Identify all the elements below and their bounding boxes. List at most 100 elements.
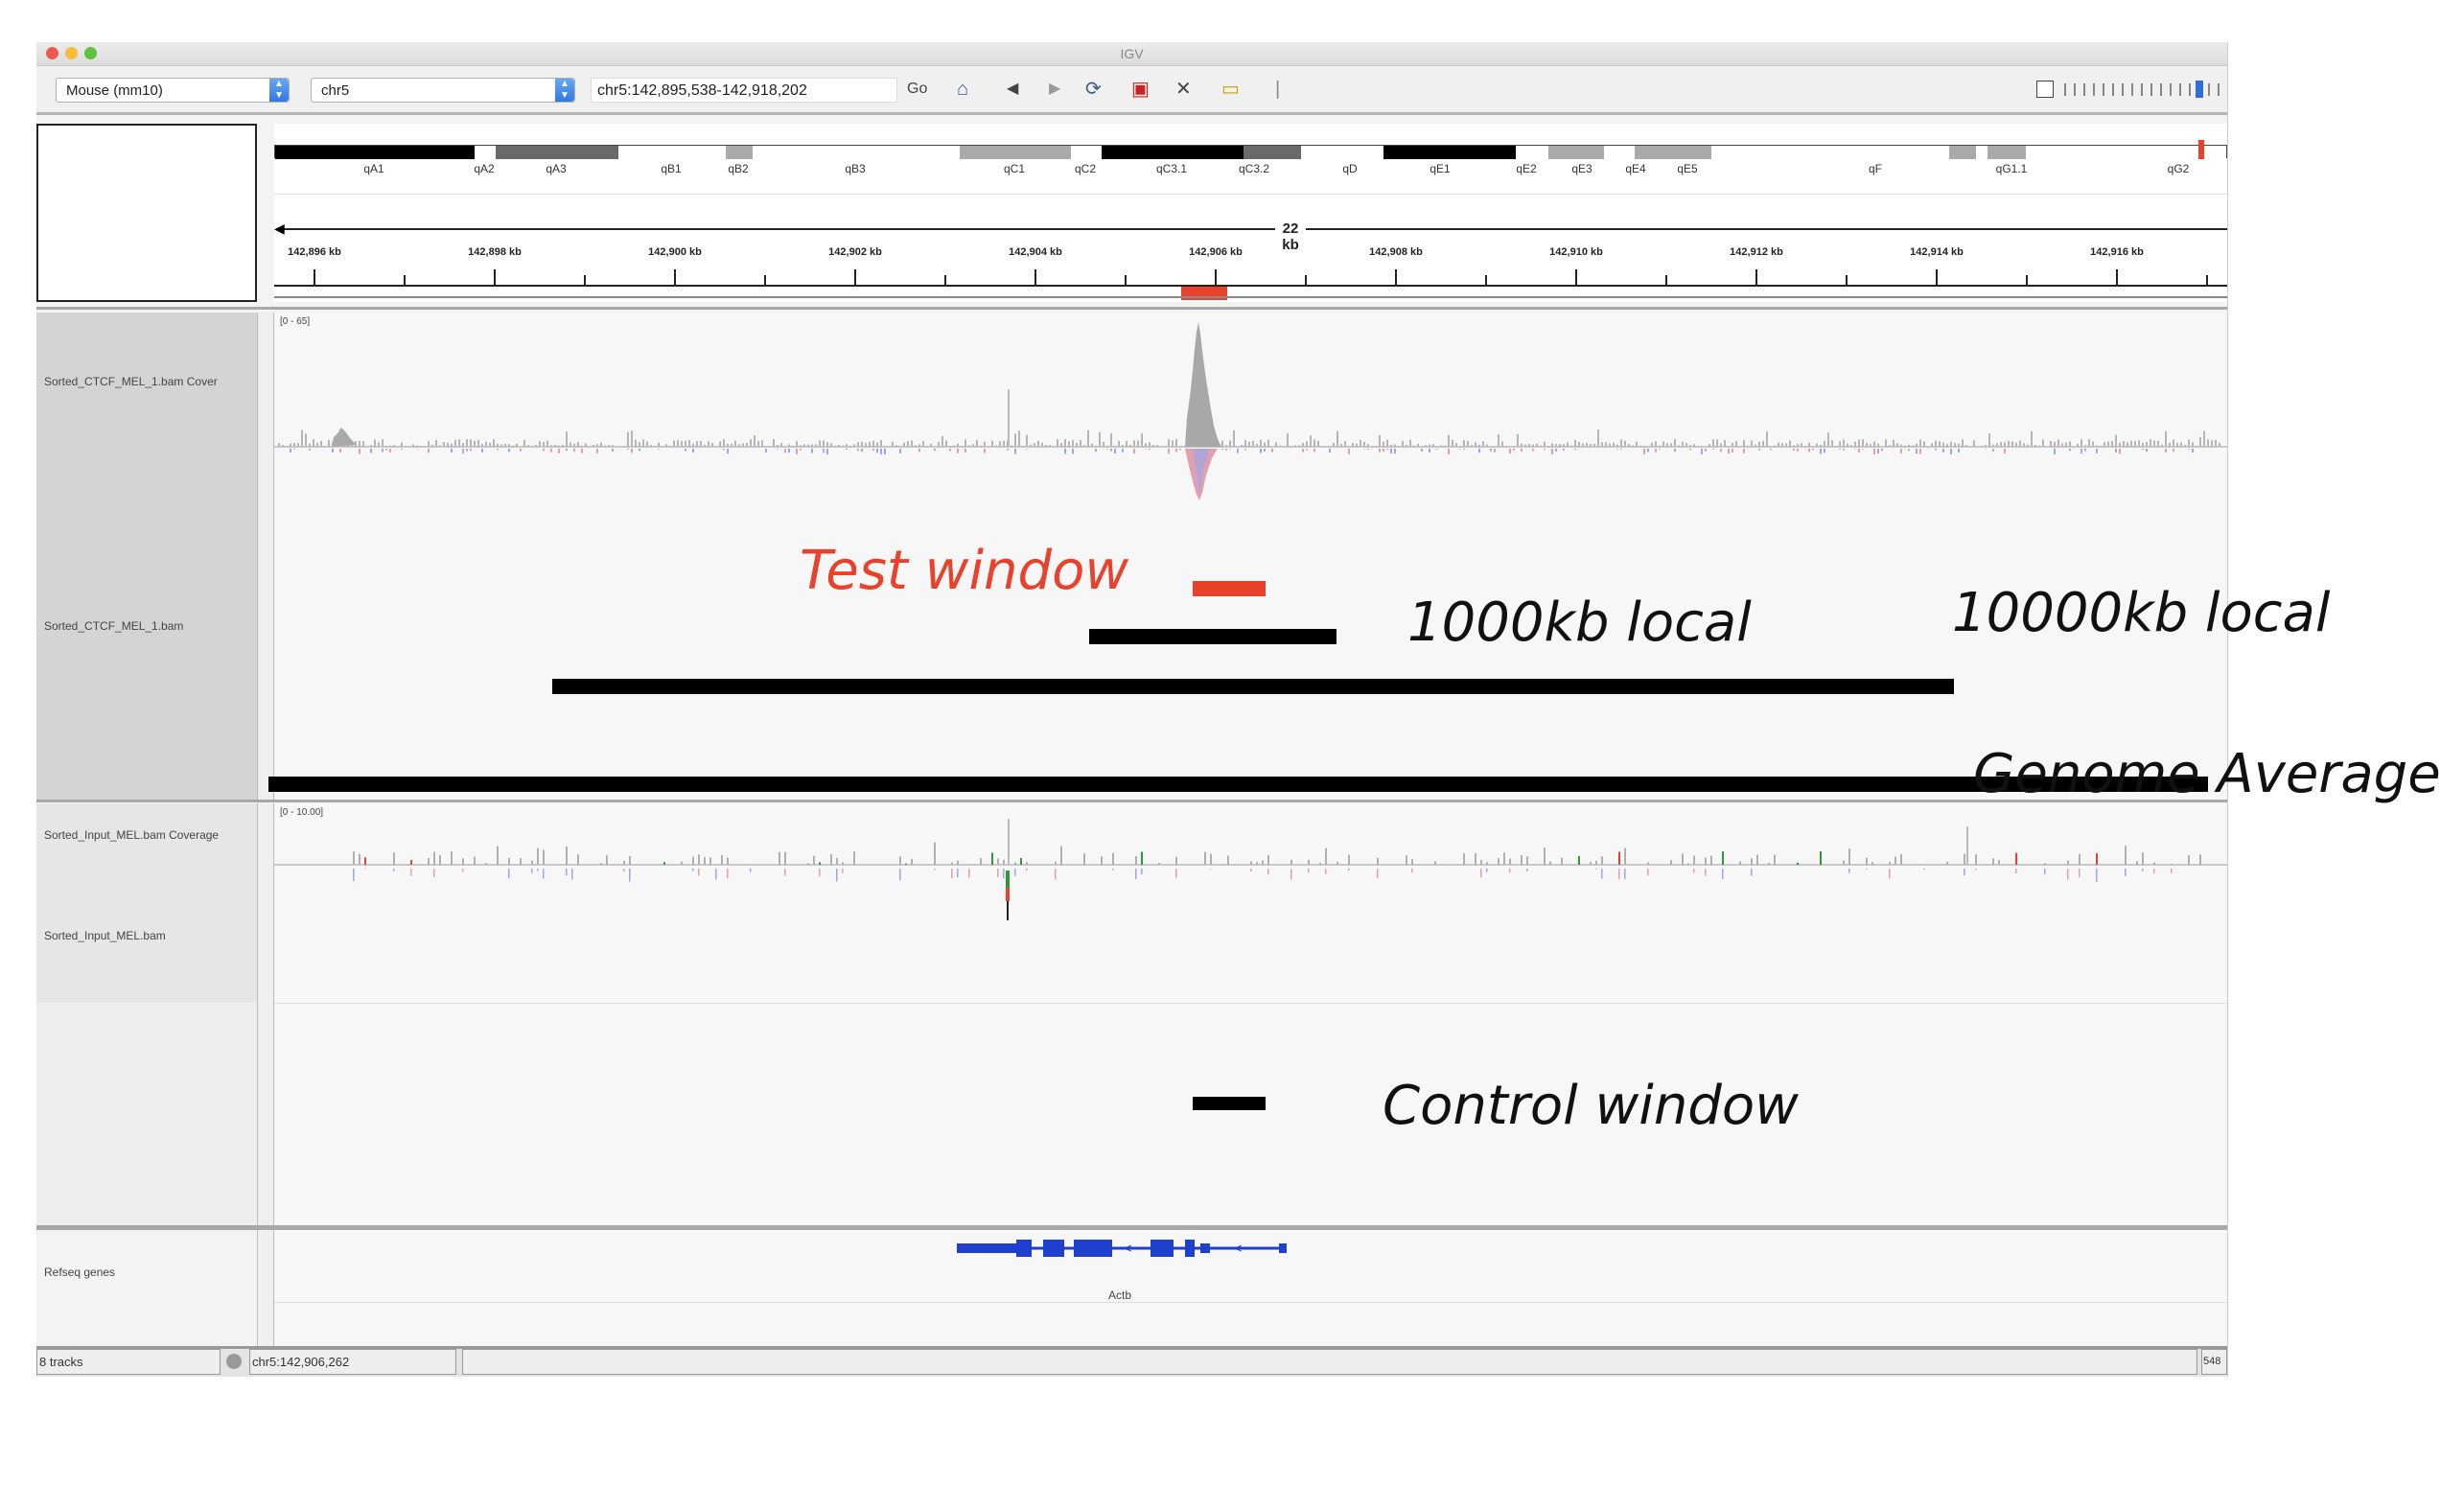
coverage-bar	[493, 439, 495, 447]
coverage-bar	[773, 439, 775, 447]
forward-icon[interactable]: ▶	[1049, 81, 1061, 97]
coverage-bar	[915, 445, 917, 447]
coverage-bar	[1152, 445, 1154, 447]
coverage-bar	[1889, 445, 1891, 447]
strand-bar	[1889, 869, 1891, 879]
refresh-icon[interactable]: ⟳	[1085, 79, 1102, 100]
coverage-bar	[301, 429, 303, 447]
coverage-bar	[709, 857, 711, 865]
coverage-bar	[362, 441, 364, 447]
strand-bar	[481, 449, 483, 453]
coverage-bar	[1503, 852, 1505, 865]
strand-bar	[1348, 449, 1350, 454]
coverage-bar	[1411, 858, 1413, 865]
strand-bar	[826, 449, 828, 454]
track-name-ctcf-coverage[interactable]: Sorted_CTCF_MEL_1.bam Cover	[44, 375, 218, 388]
coverage-bar	[508, 857, 510, 865]
track-name-input-bam[interactable]: Sorted_Input_MEL.bam	[44, 929, 166, 942]
coverage-bar	[1536, 443, 1538, 447]
strand-bar	[876, 449, 878, 453]
band-label: qE4	[1625, 162, 1646, 175]
coverage-bar	[911, 440, 913, 447]
band-label: qG2	[2167, 162, 2190, 175]
coverage-bar	[562, 444, 564, 447]
coverage-bar	[1639, 445, 1641, 447]
coverage-bar	[1158, 862, 1160, 865]
coverage-bar	[1375, 446, 1377, 447]
resize-icon[interactable]: ✕	[1175, 79, 1192, 100]
strand-bar	[627, 449, 629, 451]
genome-select[interactable]: Mouse (mm10) ▲ ▼	[56, 78, 290, 103]
coverage-bar	[385, 445, 387, 447]
strand-bar	[451, 449, 453, 453]
strand-bar	[934, 869, 936, 871]
close-button[interactable]	[46, 47, 58, 59]
coverage-bar	[1103, 441, 1104, 447]
back-icon[interactable]: ◀	[1007, 81, 1019, 97]
coverage-bar	[485, 441, 487, 447]
coverage-bar	[662, 446, 663, 447]
home-icon[interactable]: ⌂	[957, 79, 969, 100]
zoom-slider[interactable]	[2063, 81, 2221, 98]
input-name-shade	[36, 803, 257, 1003]
coverage-bar	[393, 852, 395, 865]
coverage-bar	[1935, 440, 1937, 447]
gene-actb[interactable]: < <	[274, 1231, 2227, 1288]
strand-bar	[623, 869, 625, 872]
locus-input[interactable]: chr5:142,895,538-142,918,202	[591, 78, 897, 103]
strand-bar	[1421, 449, 1423, 453]
span-line-right	[1306, 228, 2227, 230]
popup-info-icon[interactable]: ▭	[1221, 79, 1240, 100]
coverage-bar	[1756, 854, 1758, 865]
chromosome-ideogram[interactable]	[274, 140, 2227, 159]
coverage-bar	[447, 442, 449, 447]
coverage-bar	[1356, 443, 1358, 447]
zoom-button[interactable]	[84, 47, 97, 59]
coverage-bar	[2015, 442, 2017, 447]
coverage-bar	[458, 439, 460, 447]
toolbar: Mouse (mm10) ▲ ▼ chr5 ▲ ▼ chr5:142,895,538…	[36, 66, 2227, 115]
divider	[274, 1003, 2227, 1004]
strand-bar	[1839, 449, 1841, 450]
coverage-bar	[650, 445, 652, 447]
coverage-bar	[1988, 432, 1990, 447]
coverage-bar	[2199, 436, 2201, 447]
coverage-bar	[1593, 443, 1595, 447]
strand-bar	[1655, 449, 1657, 453]
strand-bar	[1659, 449, 1661, 450]
strand-bar	[1267, 869, 1269, 875]
coverage-bar	[677, 439, 679, 447]
track-name-ctcf-bam[interactable]: Sorted_CTCF_MEL_1.bam	[44, 619, 184, 633]
strand-bar	[1377, 869, 1379, 878]
strand-bar	[2004, 449, 2006, 453]
coverage-bar	[1824, 440, 1825, 447]
minimize-button[interactable]	[65, 47, 78, 59]
band-label: qC2	[1074, 162, 1097, 175]
zoom-out-icon[interactable]	[2036, 81, 2054, 98]
strand-bar	[1383, 449, 1384, 453]
chromosome-select[interactable]: chr5 ▲ ▼	[311, 78, 575, 103]
coverage-bar	[905, 863, 907, 865]
band-qB2	[726, 146, 753, 159]
coverage-bar	[1839, 441, 1841, 447]
coverage-bar	[523, 439, 525, 447]
coverage-bar	[520, 858, 522, 865]
strand-bar	[537, 869, 539, 871]
go-button[interactable]: Go	[907, 81, 928, 97]
coverage-bar	[704, 857, 706, 865]
strand-bar	[1264, 449, 1266, 453]
coverage-bar	[685, 440, 686, 447]
coverage-bar	[1850, 445, 1852, 447]
coverage-bar	[669, 446, 671, 447]
track-name-refseq[interactable]: Refseq genes	[44, 1265, 116, 1279]
strand-bar	[1436, 449, 1438, 450]
region-icon[interactable]: ▣	[1131, 79, 1150, 100]
coverage-bar	[451, 851, 453, 865]
strand-bar	[957, 869, 959, 878]
coverage-bar	[1091, 443, 1093, 447]
coverage-bar	[316, 442, 318, 447]
strand-bar	[1014, 449, 1016, 454]
coverage-bar	[416, 445, 418, 447]
coverage-bar	[353, 851, 355, 865]
track-name-input-coverage[interactable]: Sorted_Input_MEL.bam Coverage	[44, 828, 220, 842]
